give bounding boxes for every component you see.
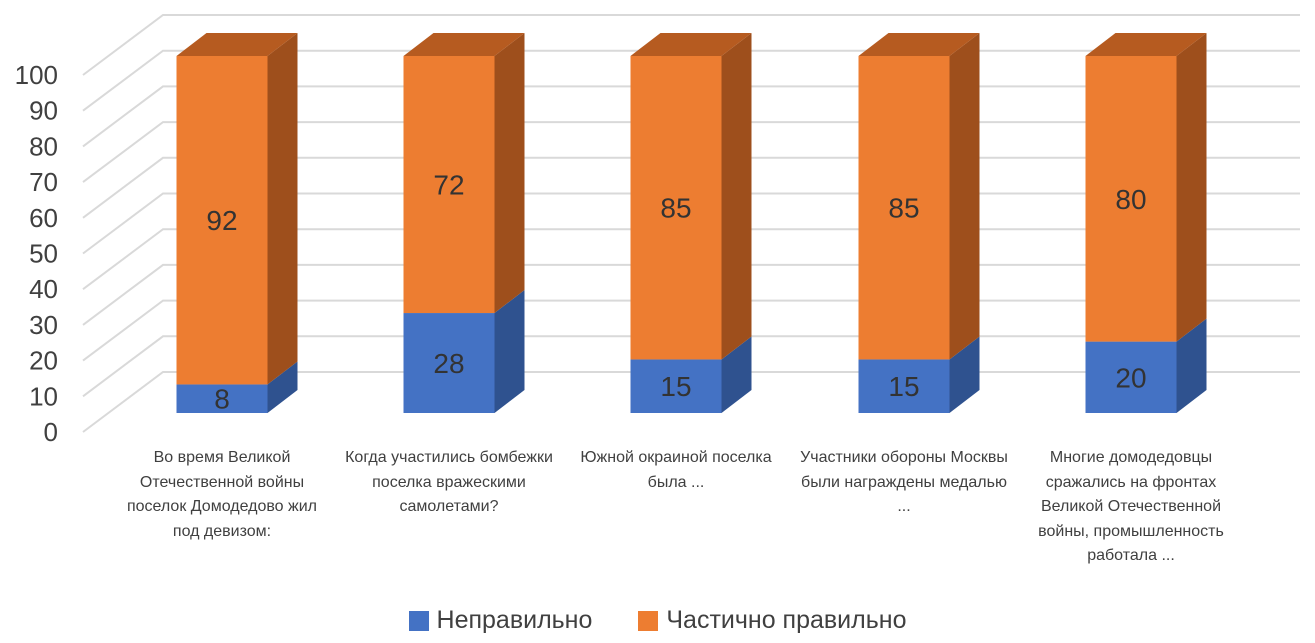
y-tick-label: 40	[29, 274, 58, 304]
bar-side-partially-correct	[949, 33, 980, 360]
y-tick-label: 60	[29, 203, 58, 233]
legend-label-partially-correct: Частично правильно	[666, 606, 907, 634]
data-label: 72	[433, 170, 464, 201]
legend-swatch-incorrect	[408, 610, 429, 631]
legend: Неправильно Частично правильно	[0, 606, 1315, 635]
bar-side-partially-correct	[267, 33, 298, 385]
y-tick-label: 10	[29, 381, 58, 411]
data-label: 15	[888, 371, 919, 402]
data-label: 85	[660, 193, 691, 224]
data-label: 28	[433, 348, 464, 379]
bar-side-incorrect	[267, 361, 298, 413]
y-tick-label: 70	[29, 167, 58, 197]
y-tick-label: 30	[29, 310, 58, 340]
x-category-label: Южной окраиной поселка была ...	[580, 449, 772, 491]
y-tick-label: 0	[44, 417, 58, 447]
bar-partially-correct	[1085, 56, 1177, 342]
y-tick-label: 80	[29, 131, 58, 161]
bar-side-partially-correct	[1176, 33, 1207, 342]
bar-side-incorrect	[1176, 318, 1207, 413]
legend-item-partially-correct: Частично правильно	[638, 606, 906, 635]
x-category-label: Когда участились бомбежки поселка вражес…	[345, 449, 553, 515]
bar-incorrect	[403, 313, 495, 413]
bar-partially-correct	[630, 56, 722, 360]
x-category-label: Во время Великой Отечественной войны пос…	[126, 449, 317, 540]
bar-top	[630, 33, 752, 56]
bar-top	[176, 33, 298, 56]
bar-incorrect	[858, 359, 950, 413]
bar-side-incorrect	[494, 290, 525, 413]
bar-partially-correct	[858, 56, 950, 360]
gridline	[82, 14, 1300, 76]
legend-label-incorrect: Неправильно	[436, 606, 593, 634]
y-tick-label: 50	[29, 239, 58, 269]
y-tick-label: 100	[15, 60, 58, 90]
bar-top	[1085, 33, 1207, 56]
stacked-3d-bar-chart: 0 10 20 30 40 50 60 70 80 90 100 8 92 28 72 15 85 15 85 20 8…	[15, 14, 1300, 447]
bar-side-incorrect	[721, 336, 752, 413]
bar-top	[403, 33, 525, 56]
data-label: 8	[214, 384, 230, 415]
x-category-label: Многие домодедовцы сражались на фронтах …	[1038, 449, 1224, 564]
bar-incorrect	[630, 359, 722, 413]
data-label: 92	[206, 205, 237, 236]
data-label: 20	[1115, 362, 1146, 393]
data-label: 80	[1115, 184, 1146, 215]
y-tick-label: 90	[29, 96, 58, 126]
data-label: 85	[888, 193, 919, 224]
bar-side-partially-correct	[494, 33, 525, 314]
legend-swatch-partially-correct	[638, 610, 659, 631]
data-label: 15	[660, 371, 691, 402]
bar-incorrect	[176, 384, 268, 413]
bar-partially-correct	[176, 56, 268, 385]
bar-top	[858, 33, 980, 56]
legend-item-incorrect: Неправильно	[408, 606, 593, 635]
y-tick-label: 20	[29, 346, 58, 376]
bar-incorrect	[1085, 341, 1177, 413]
bar-partially-correct	[403, 56, 495, 314]
bar-side-partially-correct	[721, 33, 752, 360]
bar-side-incorrect	[949, 336, 980, 413]
x-category-label: Участники обороны Москвы были награждены…	[800, 449, 1008, 515]
